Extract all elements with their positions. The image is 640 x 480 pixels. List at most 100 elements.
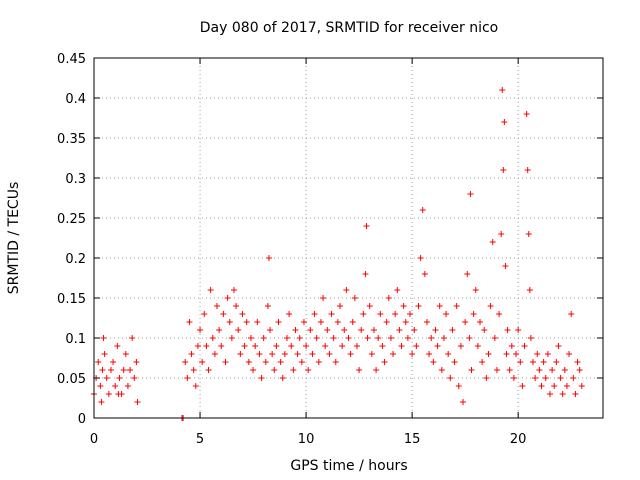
data-point: [498, 231, 505, 237]
data-point: [373, 367, 380, 373]
data-point: [451, 359, 458, 365]
data-point: [394, 287, 401, 293]
data-point: [462, 319, 469, 325]
data-point: [542, 375, 549, 381]
data-point: [449, 327, 456, 333]
data-point: [107, 367, 114, 373]
y-tick-label: 0.25: [57, 212, 86, 227]
data-point: [407, 311, 414, 317]
x-tick-label: 15: [404, 432, 421, 447]
data-point: [186, 319, 193, 325]
data-point: [209, 335, 216, 341]
data-point: [129, 335, 136, 341]
data-point: [559, 391, 566, 397]
data-point: [245, 359, 252, 365]
data-point: [363, 223, 370, 229]
data-point: [97, 383, 104, 389]
data-point: [538, 383, 545, 389]
data-point: [455, 383, 462, 389]
data-point: [211, 351, 218, 357]
x-tick-label: 20: [510, 432, 527, 447]
data-point: [568, 311, 575, 317]
data-point: [184, 375, 191, 381]
data-point: [188, 351, 195, 357]
data-point: [555, 343, 562, 349]
data-point: [235, 327, 242, 333]
data-point: [353, 343, 360, 349]
data-point: [430, 359, 437, 365]
data-point: [510, 375, 517, 381]
data-point: [468, 367, 475, 373]
data-point: [341, 327, 348, 333]
data-point: [241, 343, 248, 349]
data-point: [457, 343, 464, 349]
data-point: [578, 383, 585, 389]
data-point: [423, 319, 430, 325]
data-point: [326, 351, 333, 357]
data-point: [303, 343, 310, 349]
data-point: [218, 343, 225, 349]
data-point: [483, 375, 490, 381]
data-point: [288, 343, 295, 349]
data-point: [502, 263, 509, 269]
data-point: [328, 311, 335, 317]
data-point: [296, 335, 303, 341]
data-point: [116, 375, 123, 381]
data-point: [500, 167, 507, 173]
data-point: [358, 327, 365, 333]
data-point: [467, 191, 474, 197]
data-point: [277, 359, 284, 365]
data-point: [332, 359, 339, 365]
data-point: [205, 367, 212, 373]
data-point: [120, 367, 127, 373]
data-point: [131, 375, 138, 381]
data-point: [317, 319, 324, 325]
chart-title: Day 080 of 2017, SRMTID for receiver nic…: [200, 20, 498, 36]
data-point: [98, 399, 105, 405]
data-point: [190, 367, 197, 373]
data-point: [383, 319, 390, 325]
data-point: [417, 255, 424, 261]
y-tick-label: 0.4: [65, 92, 86, 107]
data-point: [561, 367, 568, 373]
y-tick-label: 0: [78, 412, 86, 427]
data-point: [576, 367, 583, 373]
data-point: [553, 359, 560, 365]
x-tick-label: 10: [298, 432, 315, 447]
x-axis-label: GPS time / hours: [290, 458, 407, 474]
data-point: [366, 303, 373, 309]
data-point: [474, 343, 481, 349]
data-point: [271, 367, 278, 373]
data-point: [115, 391, 122, 397]
data-point: [364, 335, 371, 341]
data-point: [207, 287, 214, 293]
data-point: [269, 351, 276, 357]
data-point: [508, 343, 515, 349]
data-point: [426, 351, 433, 357]
data-point: [574, 359, 581, 365]
data-point: [290, 367, 297, 373]
data-point: [228, 335, 235, 341]
data-point: [525, 231, 532, 237]
data-point: [563, 383, 570, 389]
data-point: [421, 271, 428, 277]
data-point: [404, 335, 411, 341]
data-point: [343, 287, 350, 293]
data-point: [362, 271, 369, 277]
y-tick-label: 0.15: [57, 292, 86, 307]
data-point: [415, 303, 422, 309]
data-point: [513, 351, 520, 357]
data-point: [487, 303, 494, 309]
data-point: [320, 295, 327, 301]
data-point: [262, 359, 269, 365]
data-point: [396, 327, 403, 333]
data-point: [351, 295, 358, 301]
data-point: [566, 351, 573, 357]
data-point: [243, 319, 250, 325]
data-point: [445, 351, 452, 357]
data-point: [387, 335, 394, 341]
data-point: [368, 351, 375, 357]
data-point: [101, 351, 108, 357]
data-point: [322, 343, 329, 349]
data-point: [440, 335, 447, 341]
